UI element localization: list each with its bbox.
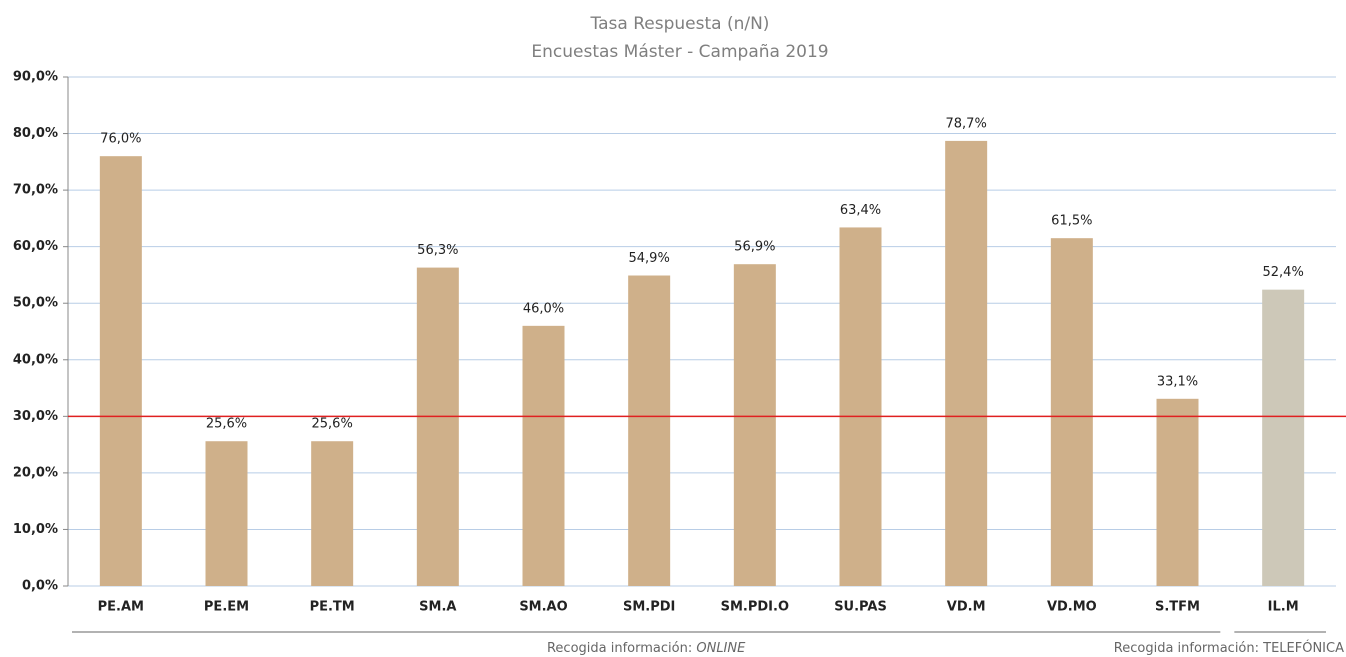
x-tick-label: IL.M xyxy=(1268,600,1299,615)
bar xyxy=(522,325,565,586)
bar xyxy=(1050,238,1093,586)
data-label: 56,3% xyxy=(417,243,458,258)
x-tick-label: SM.PDI xyxy=(623,600,675,615)
bar xyxy=(205,441,248,586)
y-tick-label: 0,0% xyxy=(22,579,58,594)
data-label: 25,6% xyxy=(206,417,247,432)
y-tick-label: 80,0% xyxy=(13,126,58,141)
x-tick-label: SM.PDI.O xyxy=(721,600,789,615)
x-tick-label: PE.AM xyxy=(98,600,144,615)
x-tick-label: S.TFM xyxy=(1155,600,1200,615)
bar xyxy=(99,156,142,586)
x-tick-label: VD.MO xyxy=(1047,600,1097,615)
y-tick-label: 30,0% xyxy=(13,409,58,424)
group-label: Recogida información: TELEFÓNICA xyxy=(1114,640,1344,656)
data-label: 54,9% xyxy=(629,251,670,266)
y-tick-label: 50,0% xyxy=(13,296,58,311)
y-tick-label: 70,0% xyxy=(13,183,58,198)
data-label: 33,1% xyxy=(1157,374,1198,389)
x-tick-label: SM.AO xyxy=(519,600,567,615)
data-label: 52,4% xyxy=(1263,265,1304,280)
bar xyxy=(416,267,459,586)
y-tick-label: 20,0% xyxy=(13,465,58,480)
chart-subtitle: Encuestas Máster - Campaña 2019 xyxy=(531,42,828,62)
group-label-emphasis: ONLINE xyxy=(696,641,746,656)
data-label: 61,5% xyxy=(1051,214,1092,229)
bar xyxy=(839,227,882,586)
bar xyxy=(1156,398,1199,586)
group-label-text: Recogida información: xyxy=(547,641,692,656)
group-label: Recogida información: ONLINE xyxy=(547,641,746,656)
bar xyxy=(1262,289,1305,586)
data-label: 56,9% xyxy=(734,240,775,255)
data-label: 78,7% xyxy=(946,116,987,131)
bar xyxy=(945,140,988,586)
y-tick-label: 60,0% xyxy=(13,239,58,254)
x-tick-label: PE.EM xyxy=(204,600,249,615)
data-label: 63,4% xyxy=(840,203,881,218)
x-tick-label: VD.M xyxy=(947,600,986,615)
data-label: 25,6% xyxy=(312,417,353,432)
x-tick-label: SM.A xyxy=(419,600,456,615)
data-label: 46,0% xyxy=(523,301,564,316)
y-tick-label: 10,0% xyxy=(13,522,58,537)
bar xyxy=(628,275,671,586)
x-tick-label: PE.TM xyxy=(310,600,355,615)
y-tick-label: 40,0% xyxy=(13,352,58,367)
y-tick-label: 90,0% xyxy=(13,70,58,85)
group-label-text: Recogida información: TELEFÓNICA xyxy=(1114,640,1344,656)
bar xyxy=(733,264,776,586)
data-label: 76,0% xyxy=(100,132,141,147)
chart-title: Tasa Respuesta (n/N) xyxy=(590,14,770,34)
bar xyxy=(311,441,354,586)
x-tick-label: SU.PAS xyxy=(834,600,887,615)
